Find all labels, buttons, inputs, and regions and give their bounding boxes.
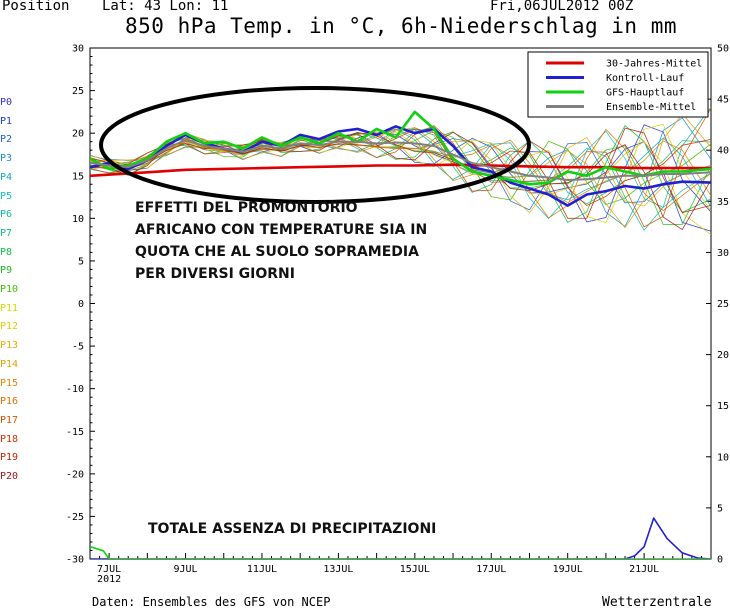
member-line-p18: [90, 128, 711, 206]
left-tick-label: -25: [66, 512, 84, 523]
member-label-p6: P6: [0, 209, 13, 221]
left-tick-label: -20: [66, 469, 84, 480]
left-tick-label: 30: [72, 44, 84, 55]
legend-label: Kontroll-Lauf: [606, 73, 684, 84]
legend-label: Ensemble-Mittel: [606, 102, 696, 113]
member-label-p0: P0: [0, 97, 13, 108]
series-gfs-hauptlauf-niederschlag: [90, 545, 711, 559]
series-30-jahres-mittel: [90, 163, 711, 178]
left-tick-label: 5: [78, 256, 84, 267]
brand: Wetterzentrale: [602, 595, 712, 610]
left-tick-label: 20: [72, 129, 84, 140]
x-tick-label: 15JUL: [400, 564, 430, 575]
x-tick-label: 19JUL: [553, 564, 583, 575]
member-label-p17: P17: [0, 414, 19, 426]
x-tick-label: 13JUL: [323, 564, 353, 575]
member-label-p20: P20: [0, 471, 19, 482]
right-tick-label: 35: [717, 197, 729, 208]
member-label-p7: P7: [0, 227, 13, 239]
right-tick-label: 0: [717, 555, 723, 566]
series-kontroll-lauf-niederschlag: [90, 517, 711, 559]
member-label-p14: P14: [0, 358, 19, 370]
left-tick-label: -30: [66, 555, 84, 566]
member-line-p11: [90, 123, 711, 224]
annotation-ellipse: [99, 86, 531, 204]
member-label-p5: P5: [0, 190, 13, 202]
right-tick-label: 25: [717, 299, 729, 310]
annotation-main: EFFETTI DEL PROMONTORIO AFRICANO CON TEM…: [135, 197, 427, 285]
member-label-p1: P1: [0, 115, 13, 127]
x-tick-label: 11JUL: [247, 564, 277, 575]
member-label-p15: P15: [0, 377, 19, 389]
series-ensemble-mittel: [90, 139, 711, 181]
member-label-p2: P2: [0, 134, 13, 146]
right-tick-label: 15: [717, 401, 729, 412]
member-label-p8: P8: [0, 246, 13, 258]
member-line-p14: [90, 113, 711, 229]
run-date: Fri,06JUL2012 00Z: [490, 0, 634, 14]
series-gfs-hauptlauf: [90, 110, 711, 186]
x-tick-label: 17JUL: [476, 564, 506, 575]
left-tick-label: 25: [72, 86, 84, 97]
right-tick-label: 5: [717, 503, 723, 514]
member-label-p4: P4: [0, 171, 13, 183]
right-tick-label: 30: [717, 248, 729, 259]
right-tick-label: 40: [717, 146, 729, 157]
left-tick-label: 15: [72, 171, 84, 182]
legend-label: 30-Jahres-Mittel: [606, 59, 702, 70]
annotation-line-3: QUOTA CHE AL SUOLO SOPRAMEDIA: [135, 244, 419, 260]
member-label-p11: P11: [0, 302, 19, 314]
legend-label: GFS-Hauptlauf: [606, 88, 684, 99]
right-tick-label: 45: [717, 95, 729, 106]
member-line-p19: [90, 127, 711, 219]
annotation-precip: TOTALE ASSENZA DI PRECIPITAZIONI: [148, 521, 437, 537]
x-tick-label: 21JUL: [629, 564, 659, 575]
left-tick-label: -5: [72, 342, 84, 353]
member-label-p9: P9: [0, 265, 13, 277]
member-label-p13: P13: [0, 340, 19, 352]
x-tick-sublabel: 2012: [97, 574, 121, 585]
plot-frame: [89, 47, 712, 560]
chart-title: 850 hPa Temp. in °C, 6h-Niederschlag in …: [125, 14, 678, 38]
member-label-p10: P10: [0, 284, 19, 295]
member-label-p18: P18: [0, 433, 19, 445]
member-line-p17: [90, 107, 711, 228]
data-source: Daten: Ensembles des GFS von NCEP: [92, 595, 331, 609]
right-tick-label: 20: [717, 350, 729, 361]
annotation-line-2: AFRICANO CON TEMPERATURE SIA IN: [135, 222, 428, 238]
left-tick-label: -10: [66, 384, 84, 395]
plot-area: [90, 106, 711, 559]
member-label-p3: P3: [0, 153, 13, 165]
x-tick-label: 7JUL: [97, 564, 121, 575]
left-tick-label: 10: [72, 214, 84, 225]
annotation-line-1: EFFETTI DEL PROMONTORIO: [135, 200, 358, 216]
annotation-line-4: PER DIVERSI GIORNI: [135, 266, 295, 282]
lat-lon: Lat: 43 Lon: 11: [102, 0, 229, 14]
x-tick-label: 9JUL: [173, 564, 197, 575]
right-tick-label: 50: [717, 44, 729, 55]
member-label-p12: P12: [0, 321, 19, 333]
member-label-p16: P16: [0, 396, 19, 408]
position-label: Position: [2, 0, 70, 14]
right-tick-label: 10: [717, 452, 729, 463]
left-tick-label: 0: [78, 299, 84, 310]
left-tick-label: -15: [66, 427, 84, 438]
member-label-p19: P19: [0, 452, 19, 464]
